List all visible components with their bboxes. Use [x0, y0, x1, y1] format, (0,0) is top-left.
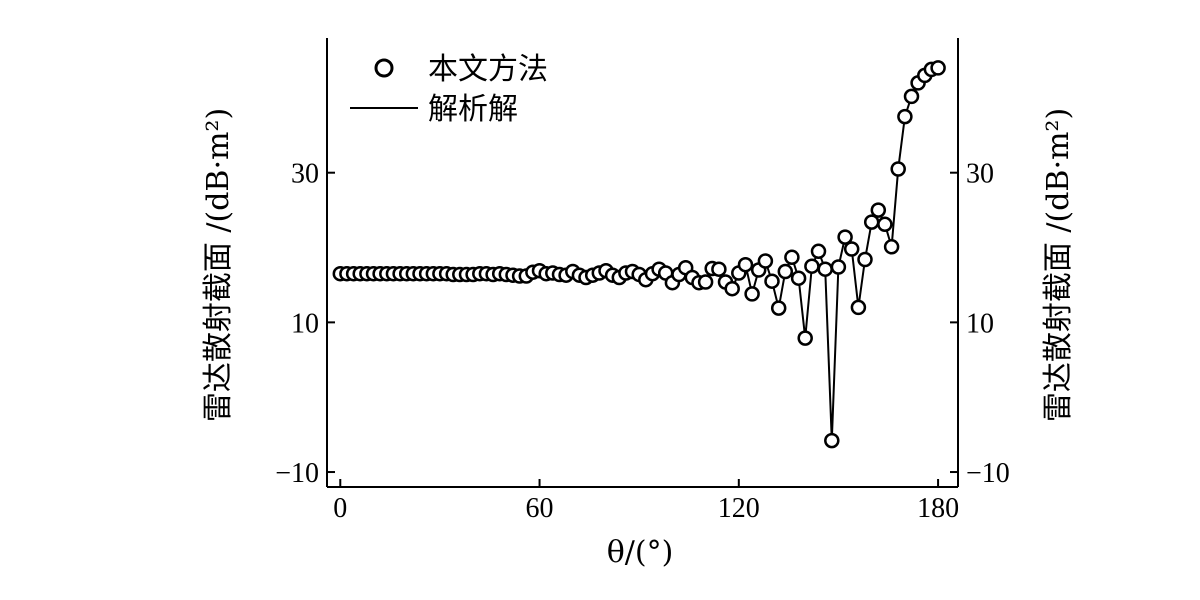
method-data-point	[817, 261, 833, 277]
left-y-tick-label: 10	[291, 308, 319, 339]
method-data-point	[824, 432, 840, 449]
left-y-axis-ticks: −10 10 30	[275, 159, 335, 489]
method-data-point	[890, 161, 906, 177]
right-y-tick-label: −10	[966, 458, 1010, 489]
method-data-point	[843, 241, 860, 257]
method-data-point	[764, 273, 780, 289]
method-data-point	[737, 256, 754, 273]
method-data-point	[804, 258, 820, 274]
right-y-tick-label: 10	[966, 308, 994, 339]
x-tick-label: 180	[917, 493, 959, 524]
method-data-point	[830, 259, 847, 275]
left-y-tick-label: −10	[275, 458, 319, 489]
method-data-point	[744, 286, 760, 302]
legend: 本文方法 解析解	[350, 52, 548, 127]
method-data-point	[930, 60, 946, 76]
method-data-point	[770, 300, 787, 316]
y-axis-label-left: 雷达散射截面 /(dB·m²)	[201, 108, 236, 422]
x-tick-label: 0	[333, 493, 347, 524]
method-data-point	[724, 280, 740, 297]
x-axis-label: θ/(°)	[607, 535, 674, 570]
method-data-point	[711, 261, 727, 277]
x-tick-label: 60	[526, 493, 554, 524]
legend-label-analytical: 解析解	[428, 92, 518, 127]
y-axis-label-right: 雷达散射截面 /(dB·m²)	[1041, 108, 1076, 422]
method-data-point	[697, 274, 714, 290]
method-data-point	[797, 330, 813, 346]
method-data-point	[837, 229, 853, 245]
right-y-axis-ticks: −10 10 30	[950, 159, 1010, 489]
plot-frame	[326, 38, 959, 488]
legend-marker-circle-icon	[374, 58, 394, 78]
method-data-point	[790, 270, 807, 286]
method-data-point	[877, 216, 893, 233]
x-tick-label: 120	[718, 493, 760, 524]
method-data-point	[903, 88, 920, 105]
method-data-point	[777, 263, 794, 280]
right-y-tick-label: 30	[966, 159, 994, 190]
method-data-point	[883, 239, 900, 255]
method-data-point	[850, 299, 867, 316]
legend-label-method: 本文方法	[428, 52, 548, 87]
method-data-point	[810, 243, 827, 260]
x-axis-ticks: 0 60 120 180	[333, 479, 959, 524]
series-method-markers	[332, 60, 946, 449]
method-data-point	[757, 253, 774, 269]
left-y-tick-label: 30	[291, 159, 319, 190]
method-data-point	[870, 202, 887, 218]
method-data-point	[897, 108, 913, 125]
method-data-point	[784, 249, 800, 266]
method-data-point	[857, 251, 873, 268]
